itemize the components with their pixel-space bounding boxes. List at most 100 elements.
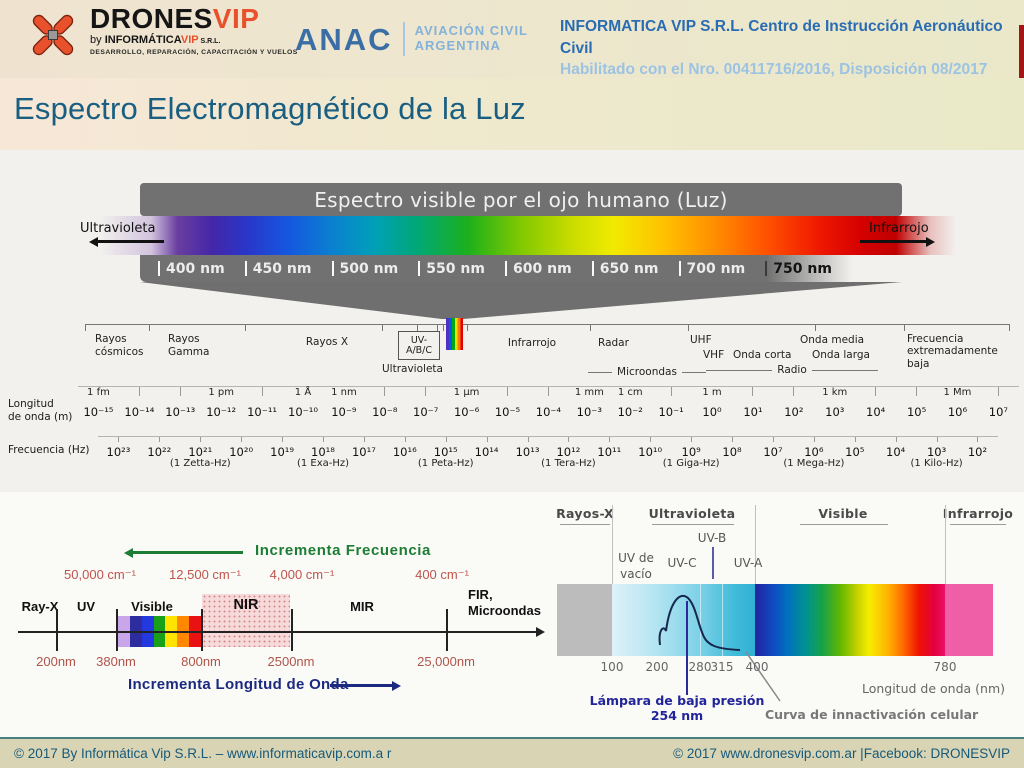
radio-label: Radio bbox=[777, 364, 807, 376]
wavelength-scale-cell: 1 fm 10⁻¹⁵ bbox=[78, 387, 119, 420]
uv-box-connector bbox=[417, 325, 418, 331]
faint-divider-280 bbox=[700, 584, 701, 656]
label-200nm: 200nm bbox=[36, 654, 76, 669]
drone-logo-icon bbox=[32, 14, 74, 56]
wavelength-scale-cell: 10⁷ bbox=[978, 387, 1019, 420]
power-of-ten: 10¹⁷ bbox=[351, 445, 376, 459]
power-of-ten: 10⁶ bbox=[804, 445, 824, 459]
footer-right-text: © 2017 www.dronesvip.com.ar |Facebook: D… bbox=[673, 746, 1010, 761]
tick-mark bbox=[505, 261, 507, 276]
visible-spectrum-gradient bbox=[100, 216, 956, 255]
power-of-ten: 10⁴ bbox=[866, 405, 886, 419]
wavelength-label: 550 nm bbox=[418, 261, 505, 277]
right-arrow-head-icon bbox=[926, 237, 935, 247]
power-of-ten: 10¹⁵ bbox=[433, 445, 458, 459]
unit-label: 1 cm bbox=[617, 387, 643, 398]
band-vhf: VHF bbox=[703, 349, 725, 361]
band-x-rays: Rayos X bbox=[305, 336, 349, 348]
power-of-ten: 10⁻⁷ bbox=[413, 405, 439, 419]
wavelength-scale-cell: 10⁴ bbox=[855, 387, 896, 420]
header: DRONESVIP by INFORMÁTICAVIP S.R.L. DESAR… bbox=[0, 0, 1024, 150]
region-visible: Visible bbox=[131, 599, 173, 614]
region-mir: MIR bbox=[350, 599, 374, 614]
uv-vacio-label: UV de vacío bbox=[618, 551, 654, 581]
frequency-unit-label: (1 Zetta-Hz) bbox=[169, 458, 231, 469]
frequency-scale-cell: 10²³ bbox=[98, 437, 139, 481]
frequency-scale-cell: 10⁶ (1 Mega-Hz) bbox=[783, 437, 844, 481]
power-of-ten: 10¹⁰ bbox=[638, 445, 663, 459]
power-of-ten: 10²³ bbox=[106, 445, 131, 459]
uv-c-label: UV-C bbox=[667, 556, 697, 570]
power-of-ten: 10² bbox=[784, 405, 804, 419]
wavelength-value: 550 nm bbox=[426, 260, 485, 277]
certification-line2: Habilitado con el Nro. 00411716/2016, Di… bbox=[560, 61, 988, 79]
frequency-unit-label: (1 Kilo-Hz) bbox=[910, 458, 963, 469]
band-onda-media: Onda media bbox=[800, 334, 865, 346]
wavelength-scale-cell: 1 Mm 10⁶ bbox=[937, 387, 978, 420]
anac-name: ANAC bbox=[295, 21, 393, 57]
microwave-bracket: Microondas bbox=[588, 366, 707, 378]
unit-label: 1 Å bbox=[294, 387, 312, 398]
scale-280: 280 bbox=[688, 660, 712, 674]
tick-380nm bbox=[116, 609, 118, 651]
frequency-scale-cell: 10¹¹ bbox=[589, 437, 630, 481]
region-divider bbox=[755, 505, 756, 585]
band-uv-abc-box: UV- A/B/C bbox=[398, 331, 440, 360]
wavelength-scale-cell: 1 μm 10⁻⁶ bbox=[446, 387, 487, 420]
power-of-ten: 10³ bbox=[926, 445, 947, 459]
power-of-ten: 10²⁰ bbox=[229, 445, 254, 459]
wavelength-label: 600 nm bbox=[505, 261, 592, 277]
power-of-ten: 10⁻¹¹ bbox=[247, 405, 278, 419]
header-rayos-x: Rayos-X bbox=[556, 506, 614, 521]
visible-gradient-block bbox=[755, 584, 945, 656]
power-of-ten: 10¹³ bbox=[515, 445, 540, 459]
wavelength-scale-cell: 10⁻⁷ bbox=[405, 387, 446, 420]
bracket-line bbox=[811, 369, 879, 371]
axis-arrow-head-icon bbox=[536, 627, 545, 637]
header-underline bbox=[950, 524, 1006, 525]
power-of-ten: 10¹² bbox=[556, 445, 581, 459]
byline-vip: VIP bbox=[180, 34, 199, 46]
curve-annotation-line bbox=[745, 651, 781, 702]
increase-wavelength-label: Incrementa Longitud de Onda bbox=[128, 676, 349, 693]
byline-by: by bbox=[90, 34, 105, 46]
scale-100: 100 bbox=[600, 660, 624, 674]
wavelength-scale-cell: 10⁻⁸ bbox=[364, 387, 405, 420]
footer-left-text: © 2017 By Informática Vip S.R.L. – www.i… bbox=[14, 746, 392, 761]
slide-title: Espectro Electromagnético de la Luz bbox=[14, 91, 526, 126]
wavelength-value: 750 nm bbox=[773, 260, 832, 277]
wavelength-scale-cell: 10⁻¹⁴ bbox=[119, 387, 160, 420]
tick-25000nm bbox=[446, 609, 448, 651]
frequency-scale-cell: 10¹⁷ bbox=[343, 437, 384, 481]
power-of-ten: 10⁻⁴ bbox=[535, 405, 562, 419]
low-pressure-lamp-label: Lámpara de baja presión bbox=[589, 693, 765, 708]
brand-drones: DRONES bbox=[90, 3, 213, 34]
header-infrarrojo: Infrarrojo bbox=[942, 506, 1014, 521]
unit-label: 1 nm bbox=[331, 387, 357, 398]
label-25000nm: 25,000nm bbox=[417, 654, 475, 669]
uv-b-label: UV-B bbox=[697, 531, 727, 545]
microwave-label: Microondas bbox=[617, 366, 677, 378]
wavelength-scale-cell: 10⁻⁴ bbox=[528, 387, 569, 420]
tick-mark bbox=[418, 261, 421, 276]
footer: © 2017 By Informática Vip S.R.L. – www.i… bbox=[0, 737, 1024, 768]
anac-logo: ANAC AVIACIÓN CIVIL ARGENTINA bbox=[295, 22, 528, 56]
brand-byline: by INFORMÁTICAVIP S.R.L. bbox=[90, 34, 298, 46]
wavelength-value: 700 nm bbox=[686, 260, 746, 277]
bracket-line bbox=[681, 371, 707, 373]
power-of-ten: 10⁷ bbox=[988, 405, 1009, 419]
band-radar: Radar bbox=[598, 337, 629, 349]
region-uv: UV bbox=[76, 599, 96, 614]
power-of-ten: 10⁻¹ bbox=[658, 405, 684, 419]
wavelength-label: 650 nm bbox=[591, 261, 679, 277]
unit-label: 1 fm bbox=[87, 387, 110, 398]
wavelength-value: 500 nm bbox=[339, 260, 399, 277]
wavelength-scale-cell: 1 pm 10⁻¹² bbox=[201, 387, 242, 420]
frequency-scale-row: 10²³ 10²² 10²¹ (1 Zetta-Hz) 10²⁰ bbox=[98, 436, 998, 481]
frequency-axis-title: Frecuencia (Hz) bbox=[8, 444, 90, 456]
band-boundary-ticks bbox=[85, 324, 1010, 331]
power-of-ten: 10⁴ bbox=[886, 445, 906, 459]
power-of-ten: 10⁵ bbox=[906, 405, 927, 419]
wavelength-label: 750 nm bbox=[765, 261, 852, 277]
